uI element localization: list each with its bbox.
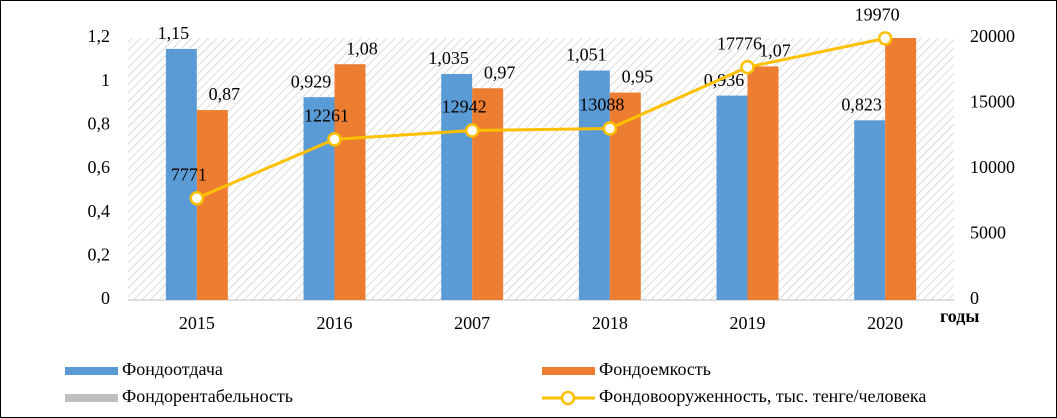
line-point	[189, 190, 205, 206]
x-tick-label: 2019	[730, 313, 766, 333]
data-label: 0,95	[622, 67, 654, 87]
y2-tick-label: 10000	[970, 157, 1015, 177]
y2-tick-label: 0	[970, 288, 979, 308]
bar	[854, 120, 886, 300]
legend-label: Фондоемкость	[599, 359, 711, 379]
data-label: 12261	[304, 106, 349, 126]
data-label: 0,823	[841, 94, 882, 114]
bar	[441, 74, 473, 301]
bar	[716, 95, 748, 300]
data-label: 1,07	[759, 41, 791, 61]
x-tick-label: 2020	[867, 313, 903, 333]
bar	[165, 48, 197, 300]
x-tick-label: 2015	[179, 313, 215, 333]
bar	[885, 38, 917, 300]
data-label: 12942	[442, 97, 487, 117]
data-label: 0,87	[209, 84, 241, 104]
data-label: 17776	[717, 33, 762, 53]
data-label: 1,08	[346, 38, 378, 58]
legend-label: Фондоотдача	[122, 359, 223, 379]
bar	[196, 110, 228, 300]
y-tick-label: 0,6	[88, 157, 111, 177]
x-axis-label: годы	[940, 306, 979, 326]
legend-label: Фондовооруженность, тыс. тенге/человека	[599, 386, 926, 406]
bar	[472, 88, 504, 300]
y-tick-label: 0,8	[88, 113, 111, 133]
data-label: 0,97	[484, 62, 516, 82]
y-tick-label: 0,4	[88, 201, 111, 221]
data-label: 0,936	[704, 70, 745, 90]
x-tick-label: 2007	[454, 313, 490, 333]
line-point	[877, 31, 893, 46]
y2-tick-label: 5000	[970, 223, 1006, 243]
bar	[747, 66, 779, 300]
hatch-area	[128, 38, 954, 300]
data-label: 13088	[579, 95, 624, 115]
bar	[578, 70, 610, 300]
y-tick-label: 1,2	[88, 26, 111, 46]
y-tick-label: 0	[101, 288, 110, 308]
y-tick-label: 0,2	[88, 244, 111, 264]
bar	[303, 97, 335, 300]
legend-swatch	[65, 394, 118, 402]
legend-swatch	[65, 367, 118, 375]
bar	[334, 64, 366, 300]
data-label: 1,051	[566, 45, 607, 65]
line-point	[327, 132, 342, 147]
data-label: 19970	[855, 5, 900, 25]
line	[196, 36, 886, 200]
y-tick-label: 1	[101, 70, 110, 90]
x-tick-label: 2016	[317, 313, 353, 333]
y2-tick-label: 15000	[970, 92, 1015, 112]
line-point	[464, 123, 480, 138]
x-tick-label: 2018	[592, 313, 628, 333]
legend-swatch	[542, 367, 595, 375]
data-label: 1,035	[428, 48, 469, 68]
data-label: 0,929	[291, 71, 332, 91]
legend-marker	[560, 390, 576, 406]
line-point	[602, 121, 618, 136]
data-label: 7771	[171, 164, 207, 184]
y2-tick-label: 20000	[970, 26, 1015, 46]
data-label: 1,15	[158, 23, 190, 43]
line-point	[740, 59, 755, 75]
legend-label: Фондорентабельность	[122, 386, 293, 406]
